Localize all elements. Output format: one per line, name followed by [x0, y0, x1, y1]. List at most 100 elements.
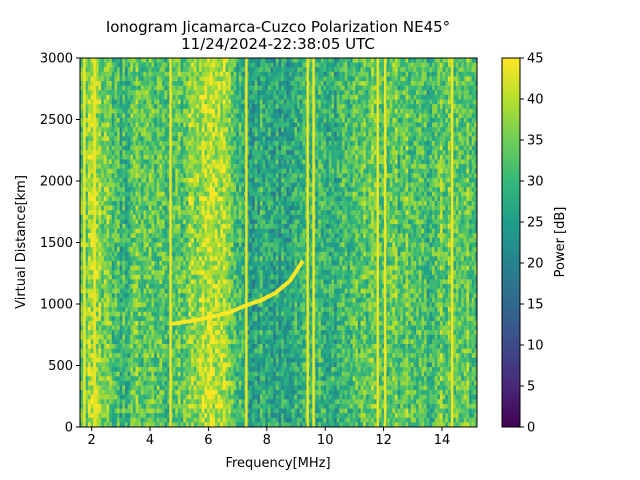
heatmap-cell [193, 251, 197, 257]
heatmap-cell [228, 62, 232, 68]
heatmap-cell [90, 413, 94, 419]
heatmap-cell [220, 408, 224, 414]
heatmap-cell [191, 113, 195, 119]
heatmap-cell [241, 307, 245, 313]
heatmap-cell [106, 205, 110, 211]
heatmap-cell [193, 394, 197, 400]
heatmap-cell [80, 159, 84, 165]
heatmap-cell [119, 122, 123, 128]
heatmap-cell [180, 403, 184, 409]
heatmap-cell [124, 357, 129, 363]
heatmap-cell [177, 343, 181, 349]
heatmap-cell [220, 196, 224, 202]
heatmap-cell [151, 196, 155, 202]
heatmap-cell [156, 293, 160, 299]
heatmap-cell [148, 343, 152, 349]
heatmap-cell [180, 367, 184, 373]
heatmap-cell [191, 343, 195, 349]
heatmap-cell [217, 390, 221, 396]
heatmap-cell [146, 247, 150, 253]
heatmap-cell [199, 297, 203, 303]
heatmap-cell [230, 330, 234, 336]
heatmap-cell [241, 228, 245, 234]
heatmap-cell [80, 274, 84, 280]
heatmap-cell [222, 214, 226, 220]
heatmap-cell [119, 399, 123, 405]
heatmap-cell [175, 311, 179, 317]
heatmap-cell [117, 154, 121, 160]
heatmap-cell [233, 108, 237, 114]
heatmap-cell [222, 224, 226, 230]
heatmap-cell [117, 394, 121, 400]
heatmap-cell [124, 320, 129, 326]
heatmap-cell [132, 353, 136, 359]
heatmap-cell [127, 99, 131, 105]
heatmap-cell [124, 219, 129, 225]
heatmap-cell [85, 380, 89, 386]
heatmap-cell [191, 210, 195, 216]
heatmap-cell [164, 307, 168, 313]
heatmap-cell [146, 385, 150, 391]
heatmap-cell [188, 422, 192, 428]
heatmap-cell [127, 334, 131, 340]
heatmap-cell [101, 141, 105, 147]
heatmap-cell [220, 154, 224, 160]
heatmap-cell [162, 127, 166, 133]
heatmap-cell [103, 164, 107, 170]
heatmap-cell [196, 422, 200, 428]
heatmap-cell [138, 413, 142, 419]
heatmap-cell [164, 233, 168, 239]
heatmap-cell [140, 302, 144, 308]
heatmap-cell [124, 67, 129, 73]
heatmap-cell [209, 145, 213, 151]
heatmap-cell [238, 413, 242, 419]
heatmap-cell [196, 251, 200, 257]
heatmap-cell [85, 200, 89, 206]
heatmap-cell [138, 251, 142, 257]
heatmap-cell [233, 219, 237, 225]
heatmap-cell [177, 71, 181, 77]
heatmap-cell [222, 265, 226, 271]
heatmap-cell [114, 330, 118, 336]
heatmap-cell [106, 76, 110, 82]
heatmap-cell [225, 380, 229, 386]
heatmap-cell [238, 76, 242, 82]
heatmap-cell [209, 339, 213, 345]
heatmap-cell [204, 325, 208, 331]
heatmap-cell [207, 293, 211, 299]
heatmap-cell [162, 58, 166, 64]
heatmap-cell [199, 270, 203, 276]
heatmap-cell [140, 297, 144, 303]
heatmap-cell [183, 187, 187, 193]
heatmap-cell [233, 422, 237, 428]
heatmap-cell [230, 177, 234, 183]
heatmap-cell [138, 380, 142, 386]
heatmap-cell [180, 339, 184, 345]
heatmap-cell [140, 376, 144, 382]
heatmap-cell [98, 150, 102, 156]
heatmap-cell [114, 307, 118, 313]
heatmap-cell [241, 297, 245, 303]
heatmap-cell [199, 159, 203, 165]
heatmap-cell [214, 228, 219, 234]
heatmap-cell [222, 297, 226, 303]
heatmap-cell [201, 394, 205, 400]
heatmap-cell [109, 145, 113, 151]
heatmap-cell [162, 284, 166, 290]
heatmap-cell [207, 90, 211, 96]
heatmap-cell [207, 104, 211, 110]
heatmap-cell [175, 403, 179, 409]
heatmap-cell [106, 390, 110, 396]
heatmap-cell [146, 113, 150, 119]
heatmap-cell [154, 164, 158, 170]
heatmap-cell [209, 210, 213, 216]
heatmap-cell [196, 76, 200, 82]
heatmap-cell [132, 90, 136, 96]
heatmap-cell [199, 251, 203, 257]
heatmap-cell [124, 334, 129, 340]
heatmap-cell [143, 154, 147, 160]
heatmap-cell [196, 85, 200, 91]
heatmap-cell [122, 154, 126, 160]
heatmap-cell [103, 117, 107, 123]
heatmap-cell [164, 131, 168, 137]
